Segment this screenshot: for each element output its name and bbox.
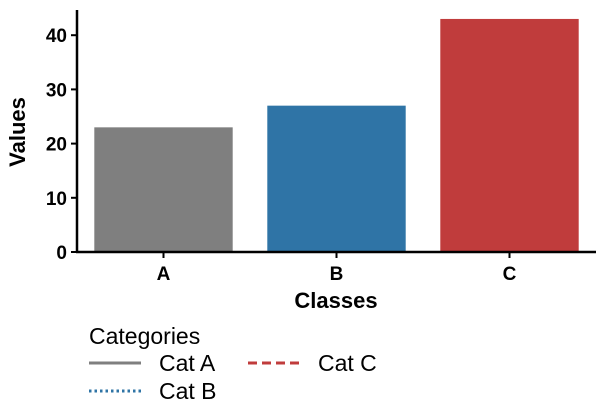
y-tick-label: 0 [56,243,67,264]
bar-a [94,127,233,252]
y-tick-label: 20 [46,135,67,156]
y-tick-label: 10 [46,189,67,210]
x-axis-title: Classes [294,288,377,313]
legend-label-2: Cat B [159,378,217,404]
y-tick-label: 30 [46,80,67,101]
y-ticks-group: 0 10 20 30 40 [46,26,77,264]
bar-c [440,18,579,252]
legend-label-1: Cat A [159,350,216,376]
bar-b [267,105,406,252]
x-tick-label: B [330,264,344,285]
y-axis-title: Values [5,97,30,167]
legend-label-3: Cat C [318,350,377,376]
y-tick-label: 40 [46,26,67,47]
x-ticks-group: A B C [157,252,517,285]
x-tick-label: C [503,264,517,285]
x-tick-label: A [157,264,171,285]
legend-title: Categories [89,323,200,349]
bars-group [94,18,579,252]
